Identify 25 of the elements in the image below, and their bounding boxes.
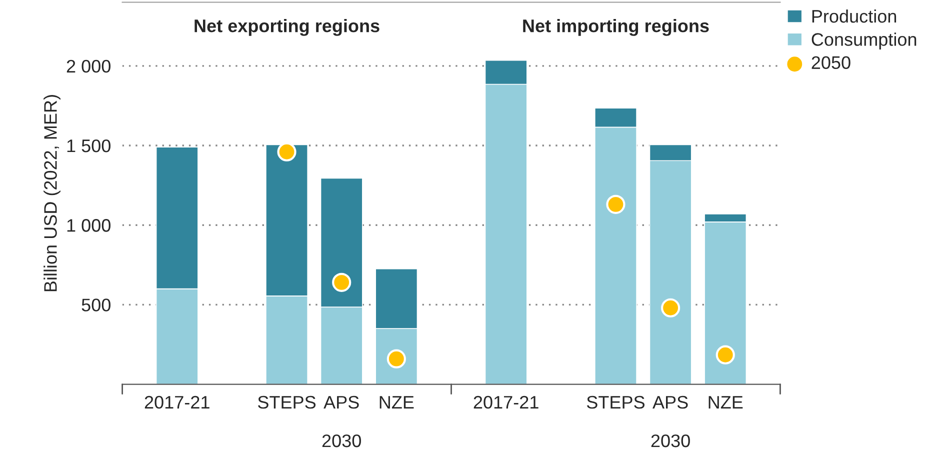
point — [332, 272, 352, 292]
y-tick-label: 1 000 — [67, 219, 110, 232]
x-tick-label: NZE — [708, 396, 743, 408]
point — [277, 142, 296, 162]
text: 2030 — [322, 434, 361, 448]
point — [716, 345, 735, 364]
y-axis-title: Billion USD (2022, MER) — [44, 95, 60, 292]
x-tick-label: APS — [652, 396, 688, 409]
x-tick-label: APS — [324, 396, 359, 409]
annotation: Net importing regions — [523, 19, 709, 36]
point — [606, 194, 626, 214]
x-tick-label: 2017-21 — [474, 396, 538, 409]
x-tick-label: STEPS — [258, 396, 316, 409]
y-tick-label: 500 — [82, 298, 110, 312]
legend-label: Production — [812, 9, 896, 23]
y-tick-label: 2 000 — [66, 60, 110, 73]
x-tick-label: 2017-21 — [144, 396, 210, 409]
y-tick-label: 1 500 — [67, 139, 110, 152]
x-tick-label: NZE — [380, 396, 414, 408]
annotation: Net exporting regions — [194, 19, 380, 36]
x-tick-label: STEPS — [586, 396, 644, 409]
legend-label: Consumption — [812, 32, 916, 50]
point — [661, 298, 680, 318]
legend-label: 2050 — [812, 56, 850, 70]
text: 2030 — [651, 434, 690, 448]
